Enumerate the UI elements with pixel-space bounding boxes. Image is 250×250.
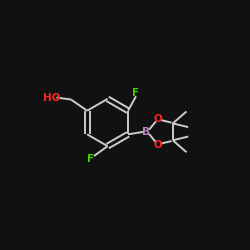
Text: F: F: [87, 154, 94, 164]
Text: HO: HO: [43, 92, 61, 102]
Text: O: O: [154, 140, 162, 150]
Text: O: O: [154, 114, 162, 124]
Text: F: F: [132, 88, 140, 98]
Text: B: B: [142, 127, 150, 137]
